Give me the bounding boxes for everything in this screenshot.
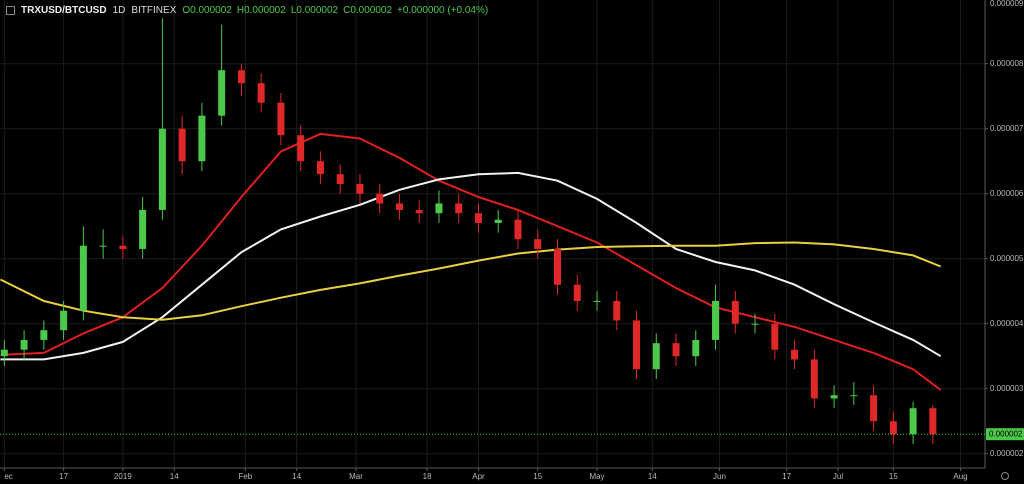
x-tick-label: Aug — [953, 472, 967, 481]
y-tick-label: 0.000004 — [990, 319, 1024, 328]
candle-body — [395, 203, 403, 210]
candle-body — [60, 310, 68, 331]
x-tick-label: 14 — [292, 472, 301, 481]
settings-icon[interactable] — [1001, 472, 1009, 480]
x-tick-label: 18 — [423, 472, 432, 481]
candle-body — [929, 408, 937, 435]
candle-body — [889, 421, 897, 435]
candle-body — [237, 70, 245, 84]
candle-body — [534, 239, 542, 249]
moving-average-line — [0, 171, 942, 361]
candle-body — [652, 343, 660, 370]
x-tick-label: 15 — [889, 472, 898, 481]
candle-body — [139, 209, 147, 249]
candle-body — [99, 245, 107, 247]
candle-body — [20, 339, 28, 350]
candle-body — [573, 284, 581, 301]
candle-body — [870, 395, 878, 422]
candle-body — [771, 323, 779, 350]
candle-body — [731, 300, 739, 324]
candle-body — [850, 395, 858, 397]
x-tick-label: Mar — [349, 472, 363, 481]
candle-body — [474, 213, 482, 223]
candle-body — [435, 203, 443, 214]
candle-body — [119, 245, 127, 249]
x-tick-label: Feb — [238, 472, 252, 481]
candles — [0, 18, 937, 444]
candle-body — [494, 219, 502, 223]
header-value: O0.000002 — [182, 5, 232, 16]
candle-body — [909, 408, 917, 435]
candle-body — [257, 83, 265, 103]
candle-body — [692, 339, 700, 357]
header-value: H0.000002 — [236, 5, 286, 16]
candle-body — [198, 115, 206, 162]
y-tick-label: 0.000006 — [990, 189, 1024, 198]
candle-body — [672, 343, 680, 357]
moving-averages — [0, 132, 942, 391]
header-value: L0.000002 — [290, 5, 339, 16]
candle-body — [514, 219, 522, 240]
exchange: BITFINEX — [131, 5, 177, 16]
last-price-box — [986, 428, 1024, 441]
grid — [0, 0, 985, 468]
x-tick-label: 14 — [170, 472, 179, 481]
candle-body — [79, 245, 87, 311]
y-tick-label: 0.000002 — [990, 449, 1024, 458]
symbol[interactable]: TRXUSD/BTCUSD — [21, 5, 107, 16]
candle-body — [336, 174, 344, 184]
candle-body — [553, 248, 561, 285]
x-tick-label: 15 — [533, 472, 542, 481]
y-tick-label: 0.000005 — [990, 254, 1024, 263]
header-value: +0.000000 (+0.04%) — [397, 5, 489, 16]
candle-body — [178, 128, 186, 162]
candle-body — [791, 349, 799, 360]
candle-body — [218, 70, 226, 116]
x-tick-label: 2019 — [114, 472, 132, 481]
collapse-button[interactable] — [6, 6, 15, 15]
candle-body — [40, 330, 48, 340]
candle-body — [712, 300, 720, 340]
candle-body — [158, 128, 166, 210]
header-value: C0.000002 — [343, 5, 393, 16]
candle-body — [415, 209, 423, 214]
candle-body — [376, 193, 384, 204]
candle-body — [810, 359, 818, 399]
y-tick-label: 0.000003 — [990, 384, 1024, 393]
x-tick-label: May — [589, 472, 604, 481]
candle-body — [455, 203, 463, 214]
y-tick-label: 0.000007 — [990, 124, 1024, 133]
interval: 1D — [112, 5, 126, 16]
legend-header: TRXUSD/BTCUSD 1D BITFINEX O0.000002 H0.00… — [6, 5, 488, 16]
candle-body — [277, 102, 285, 136]
x-tick-label: Jul — [833, 472, 843, 481]
candle-body — [830, 395, 838, 399]
candle-body — [297, 135, 305, 162]
candle-body — [0, 349, 8, 357]
moving-average-line — [0, 241, 942, 321]
y-tick-label: 0.000008 — [990, 59, 1024, 68]
candle-body — [356, 183, 364, 194]
candle-body — [316, 161, 324, 175]
candle-body — [593, 300, 601, 302]
x-tick-label: 17 — [59, 472, 68, 481]
y-tick-label: 0.000009 — [990, 0, 1024, 8]
x-tick-label: 14 — [648, 472, 657, 481]
last-price-label: 0.000002 — [989, 429, 1023, 438]
x-tick-label: Apr — [472, 472, 485, 481]
candle-body — [751, 323, 759, 325]
x-tick-label: 17 — [782, 472, 791, 481]
x-tick-label: Jun — [713, 472, 726, 481]
candle-body — [633, 320, 641, 370]
candle-body — [613, 300, 621, 321]
x-tick-label: ec — [4, 472, 12, 481]
ohlc-values: O0.000002 H0.000002 L0.000002 C0.000002 +0.0… — [182, 5, 488, 16]
moving-average-line — [0, 132, 942, 391]
